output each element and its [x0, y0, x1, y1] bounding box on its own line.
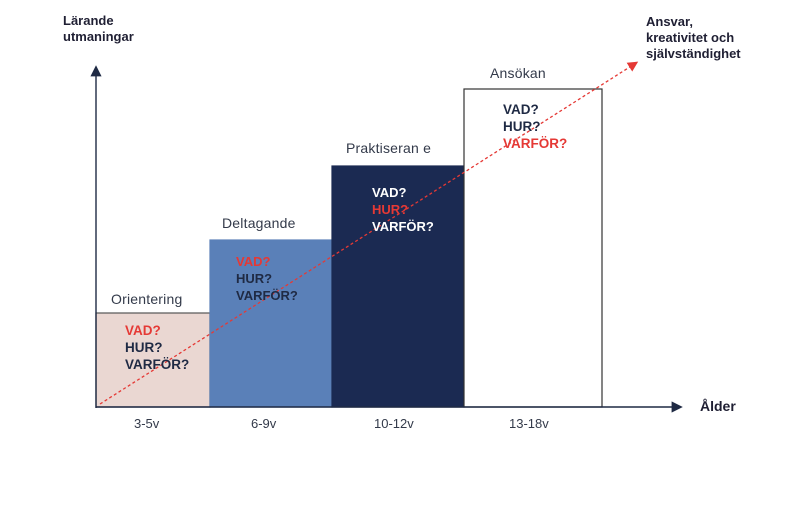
- age-label-6-9: 6-9v: [251, 416, 277, 431]
- question-varfor: VARFÖR?: [372, 219, 434, 234]
- age-label-10-12: 10-12v: [374, 416, 414, 431]
- stage-title-deltagande: Deltagande: [222, 215, 296, 231]
- questions-orientering: VAD? HUR? VARFÖR?: [125, 322, 189, 373]
- question-vad: VAD?: [125, 323, 161, 338]
- age-label-3-5: 3-5v: [134, 416, 160, 431]
- y-axis-label-line1: Lärande: [63, 13, 114, 28]
- stage-title-praktiseran: Praktiseran e: [346, 140, 432, 156]
- goal-label-line2: kreativitet och: [646, 30, 735, 45]
- questions-ansokan: VAD? HUR? VARFÖR?: [503, 101, 567, 152]
- x-axis-label: Ålder: [700, 398, 736, 414]
- goal-label-line3: självständighet: [646, 46, 741, 61]
- stage-box-ansokan: [463, 88, 603, 408]
- trend-arrow: [99, 61, 639, 405]
- question-vad: VAD?: [372, 185, 407, 200]
- goal-label: Ansvar, kreativitet och självständighet: [646, 14, 741, 62]
- stage-box-praktiseran: [331, 165, 465, 408]
- question-vad: VAD?: [503, 102, 539, 117]
- y-axis-label-line2: utmaningar: [63, 29, 134, 44]
- question-varfor: VARFÖR?: [236, 288, 298, 303]
- stage-box-deltagande: [209, 239, 333, 408]
- goal-label-line1: Ansvar,: [646, 14, 693, 29]
- question-varfor: VARFÖR?: [125, 357, 190, 372]
- stage-title-orientering: Orientering: [111, 291, 183, 307]
- question-hur: HUR?: [372, 202, 409, 217]
- y-axis-label: Lärande utmaningar: [63, 13, 134, 45]
- question-vad: VAD?: [236, 254, 271, 269]
- stage-box-orientering: [95, 312, 211, 408]
- questions-praktiseran: VAD? HUR? VARFÖR?: [372, 184, 434, 235]
- questions-deltagande: VAD? HUR? VARFÖR?: [236, 253, 298, 304]
- question-hur: HUR?: [236, 271, 273, 286]
- question-hur: HUR?: [503, 119, 541, 134]
- question-hur: HUR?: [125, 340, 163, 355]
- question-varfor: VARFÖR?: [503, 136, 568, 151]
- stage-title-ansokan: Ansökan: [490, 65, 546, 81]
- age-label-13-18: 13-18v: [509, 416, 549, 431]
